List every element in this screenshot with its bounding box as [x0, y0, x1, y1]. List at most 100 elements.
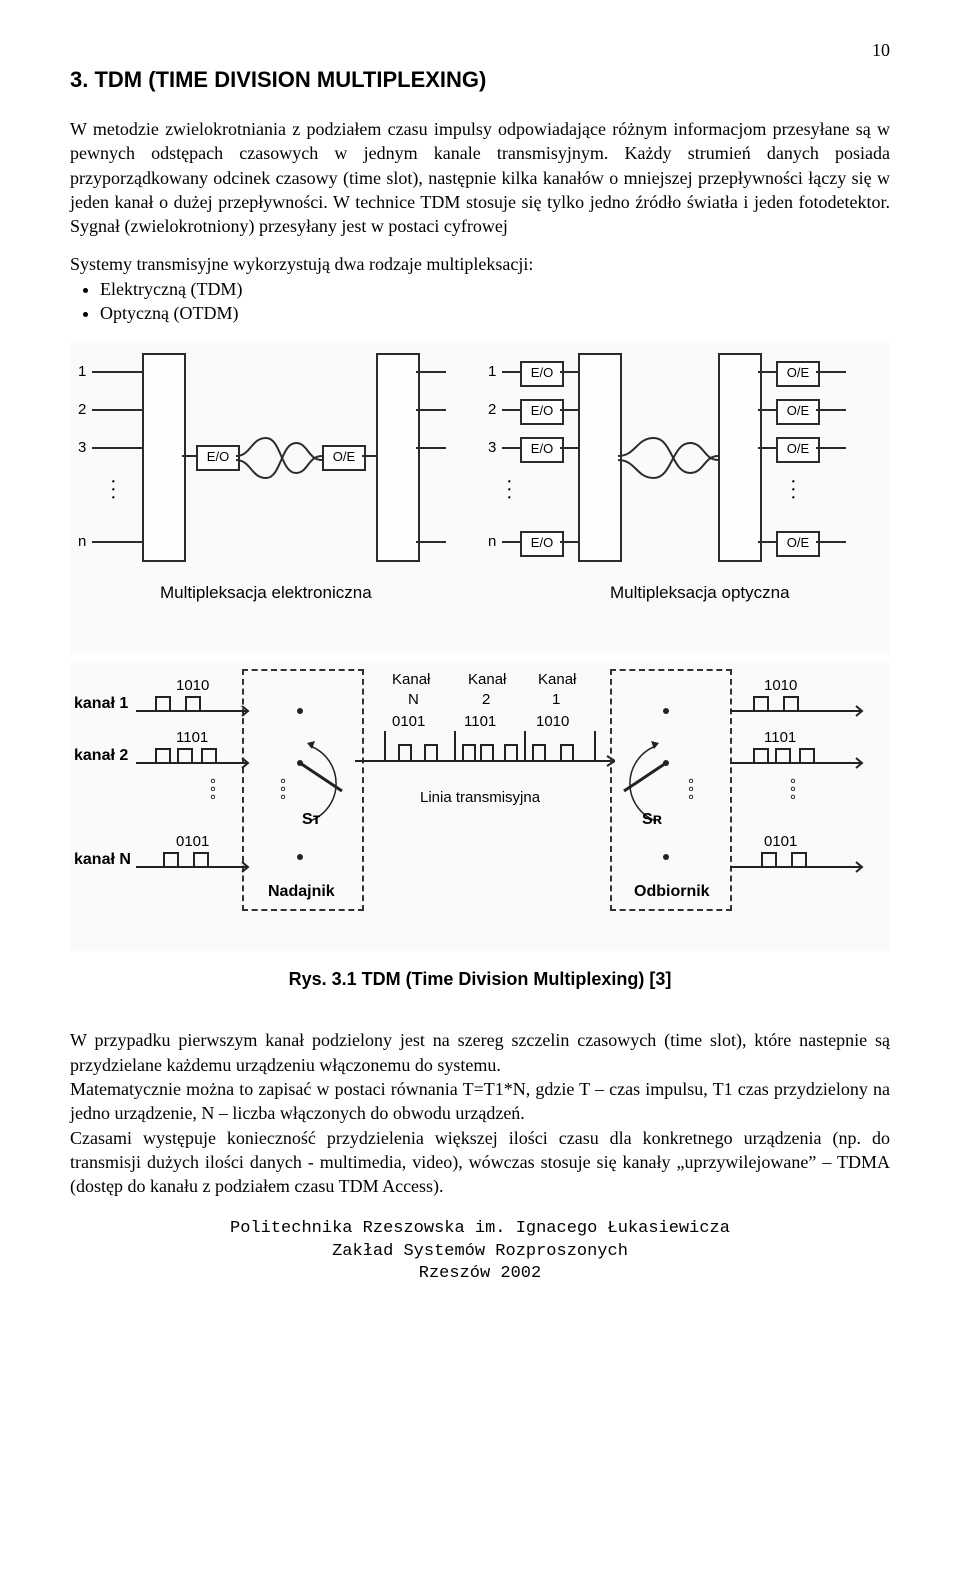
wire: [758, 371, 776, 373]
line-label: Linia transmisyjna: [420, 789, 540, 806]
eo-box: E/O: [520, 437, 564, 463]
paragraph-3: Matematycznie można to zapisać w postaci…: [70, 1077, 890, 1126]
switch-icon: [290, 691, 356, 861]
wire: [92, 541, 142, 543]
section-title: 3. TDM (TIME DIVISION MULTIPLEXING): [70, 67, 890, 93]
wire: [560, 447, 578, 449]
switch-label-left: Sᴛ: [302, 811, 321, 829]
wire: [92, 371, 142, 373]
fig1-left-input-2: 2: [78, 401, 86, 418]
center-bits-1: 0101: [392, 713, 425, 730]
wire: [416, 371, 446, 373]
figure-multiplex-types: 1 2 3 n ··· E/O O/E Multipleksacja elekt…: [70, 343, 890, 653]
wire: [816, 371, 846, 373]
oe-box: O/E: [776, 437, 820, 463]
wire: [502, 541, 520, 543]
oe-box: O/E: [322, 445, 366, 471]
pulse-icon: [136, 691, 256, 719]
mux-block-left: [142, 353, 186, 562]
wire: [502, 371, 520, 373]
vdots-icon: °°°: [790, 781, 796, 805]
fig1-right-input-1: 1: [488, 363, 496, 380]
pulse-icon: [730, 691, 870, 719]
pulse-icon: [730, 847, 870, 875]
channel-label-1: kanał 1: [74, 695, 128, 713]
footer-line-2: Zakład Systemów Rozproszonych: [70, 1241, 890, 1263]
wire: [816, 541, 846, 543]
oe-box: O/E: [776, 531, 820, 557]
bullet-item: Elektryczną (TDM): [100, 277, 890, 301]
vdots-icon: °°°: [210, 781, 216, 805]
pulse-icon: [136, 847, 256, 875]
wire: [416, 409, 446, 411]
page-footer: Politechnika Rzeszowska im. Ignacego Łuk…: [70, 1218, 890, 1284]
paragraph-4: Czasami występuje konieczność przydziele…: [70, 1126, 890, 1199]
wire: [816, 409, 846, 411]
rx-label: Odbiornik: [634, 883, 710, 901]
wire: [758, 447, 776, 449]
demux-block-left: [376, 353, 420, 562]
fiber-icon: [236, 433, 322, 483]
center-top-label-1: Kanał: [392, 671, 430, 688]
mux-block-right: [578, 353, 622, 562]
fig1-right-input-3: 3: [488, 439, 496, 456]
wire: [758, 541, 776, 543]
bullet-list: Elektryczną (TDM) Optyczną (OTDM): [70, 277, 890, 326]
wire: [560, 541, 578, 543]
fig1-right-input-2: 2: [488, 401, 496, 418]
wire: [92, 447, 142, 449]
wire: [182, 455, 196, 457]
channel-label-2: kanał 2: [74, 747, 128, 765]
figure-tdm-line: kanał 1 kanał 2 kanał N Nadajnik 1010 11…: [70, 661, 890, 951]
center-bits-2: 1101: [464, 713, 496, 730]
paragraph-2: W przypadku pierwszym kanał podzielony j…: [70, 1028, 890, 1077]
center-top-label-3: Kanał: [538, 671, 576, 688]
oe-box: O/E: [776, 361, 820, 387]
eo-box: E/O: [520, 399, 564, 425]
eo-box: E/O: [196, 445, 240, 471]
page: 10 3. TDM (TIME DIVISION MULTIPLEXING) W…: [0, 0, 960, 1315]
transmission-line-icon: [355, 731, 615, 781]
fiber-icon: [618, 433, 718, 483]
wire: [758, 409, 776, 411]
vdots-icon: ···: [790, 478, 797, 502]
fig1-left-input-n: n: [78, 533, 86, 550]
pulse-icon: [136, 743, 256, 771]
wire: [416, 447, 446, 449]
wire: [92, 409, 142, 411]
wire: [816, 447, 846, 449]
wire: [362, 455, 376, 457]
fig1-caption-left: Multipleksacja elektroniczna: [160, 583, 372, 603]
wire: [502, 409, 520, 411]
center-top-num-3: 1: [552, 691, 560, 708]
center-bits-3: 1010: [536, 713, 569, 730]
pulse-icon: [730, 743, 870, 771]
fig1-right-input-n: n: [488, 533, 496, 550]
fig1-caption-right: Multipleksacja optyczna: [610, 583, 790, 603]
eo-box: E/O: [520, 361, 564, 387]
center-top-num-2: 2: [482, 691, 490, 708]
vdots-icon: ···: [110, 478, 117, 502]
footer-line-1: Politechnika Rzeszowska im. Ignacego Łuk…: [70, 1218, 890, 1240]
page-number: 10: [70, 40, 890, 61]
wire: [560, 409, 578, 411]
wire: [502, 447, 520, 449]
vdots-icon: ···: [506, 478, 513, 502]
wire: [416, 541, 446, 543]
figure-caption: Rys. 3.1 TDM (Time Division Multiplexing…: [70, 969, 890, 990]
footer-line-3: Rzeszów 2002: [70, 1263, 890, 1285]
list-intro: Systemy transmisyjne wykorzystują dwa ro…: [70, 252, 890, 276]
wire: [560, 371, 578, 373]
oe-box: O/E: [776, 399, 820, 425]
fig1-left-input-3: 3: [78, 439, 86, 456]
demux-block-right: [718, 353, 762, 562]
eo-box: E/O: [520, 531, 564, 557]
center-top-label-2: Kanał: [468, 671, 506, 688]
fig1-left-input-1: 1: [78, 363, 86, 380]
channel-label-n: kanał N: [74, 851, 131, 869]
vdots-icon: °°°: [280, 781, 286, 805]
paragraph-1: W metodzie zwielokrotniania z podziałem …: [70, 117, 890, 238]
bullet-item: Optyczną (OTDM): [100, 301, 890, 325]
tx-label: Nadajnik: [268, 883, 335, 901]
center-top-num-1: N: [408, 691, 419, 708]
